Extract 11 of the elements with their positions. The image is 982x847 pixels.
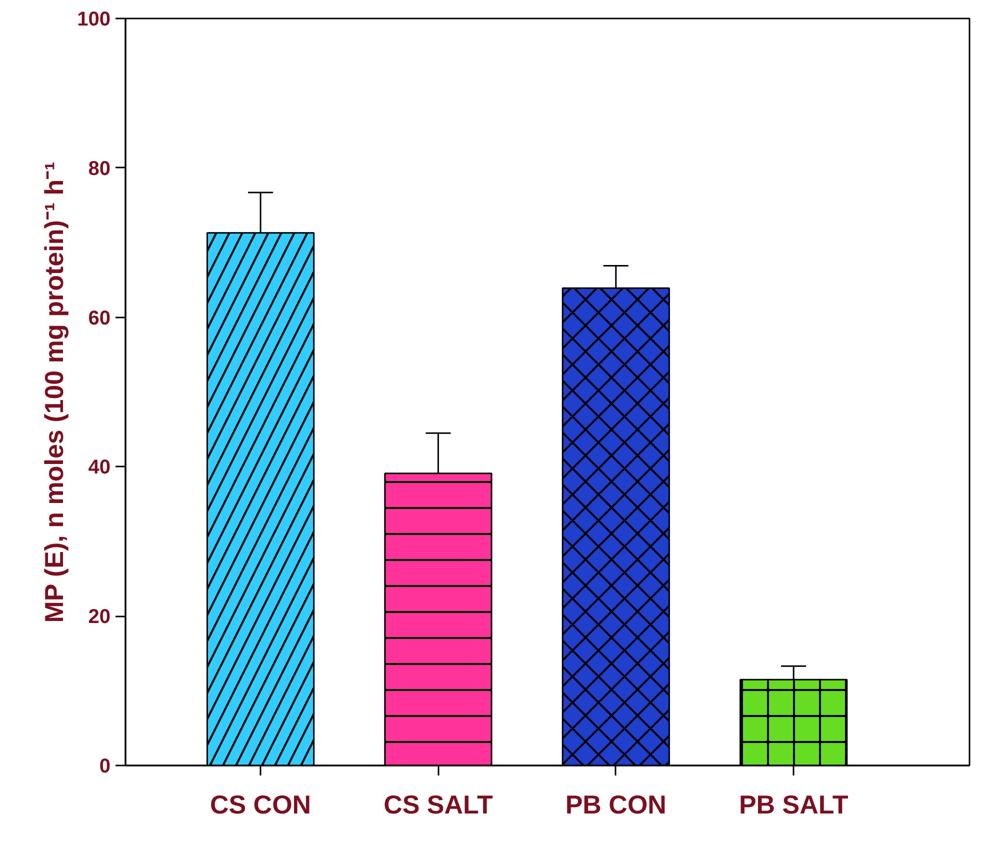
y-tick-label: 100: [77, 8, 111, 30]
y-axis-title: MP (E), n moles (100 mg protein)⁻¹ h⁻¹: [39, 162, 70, 623]
y-tick-label: 40: [88, 456, 111, 479]
y-tick-label: 80: [88, 158, 111, 180]
x-tick-label: CS CON: [210, 790, 312, 820]
x-tick-label: PB CON: [565, 790, 666, 820]
y-tick-label: 20: [88, 606, 111, 628]
x-tick-label: CS SALT: [384, 790, 493, 820]
y-tick-label: 0: [99, 756, 110, 778]
x-tick-label: PB SALT: [738, 790, 848, 820]
y-tick-label: 60: [88, 307, 111, 330]
